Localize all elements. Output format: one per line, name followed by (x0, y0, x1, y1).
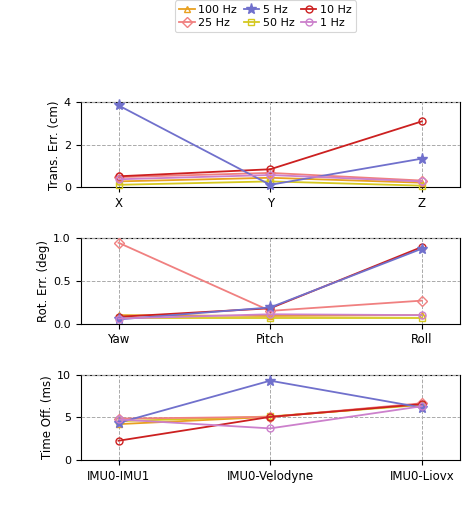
Y-axis label: Rot. Err. (deg): Rot. Err. (deg) (37, 240, 50, 322)
Y-axis label: Trans. Err. (cm): Trans. Err. (cm) (48, 100, 61, 190)
Legend: 100 Hz, 25 Hz, 5 Hz, 50 Hz, 10 Hz, 1 Hz: 100 Hz, 25 Hz, 5 Hz, 50 Hz, 10 Hz, 1 Hz (175, 1, 356, 32)
Y-axis label: Time Off. (ms): Time Off. (ms) (41, 376, 54, 459)
